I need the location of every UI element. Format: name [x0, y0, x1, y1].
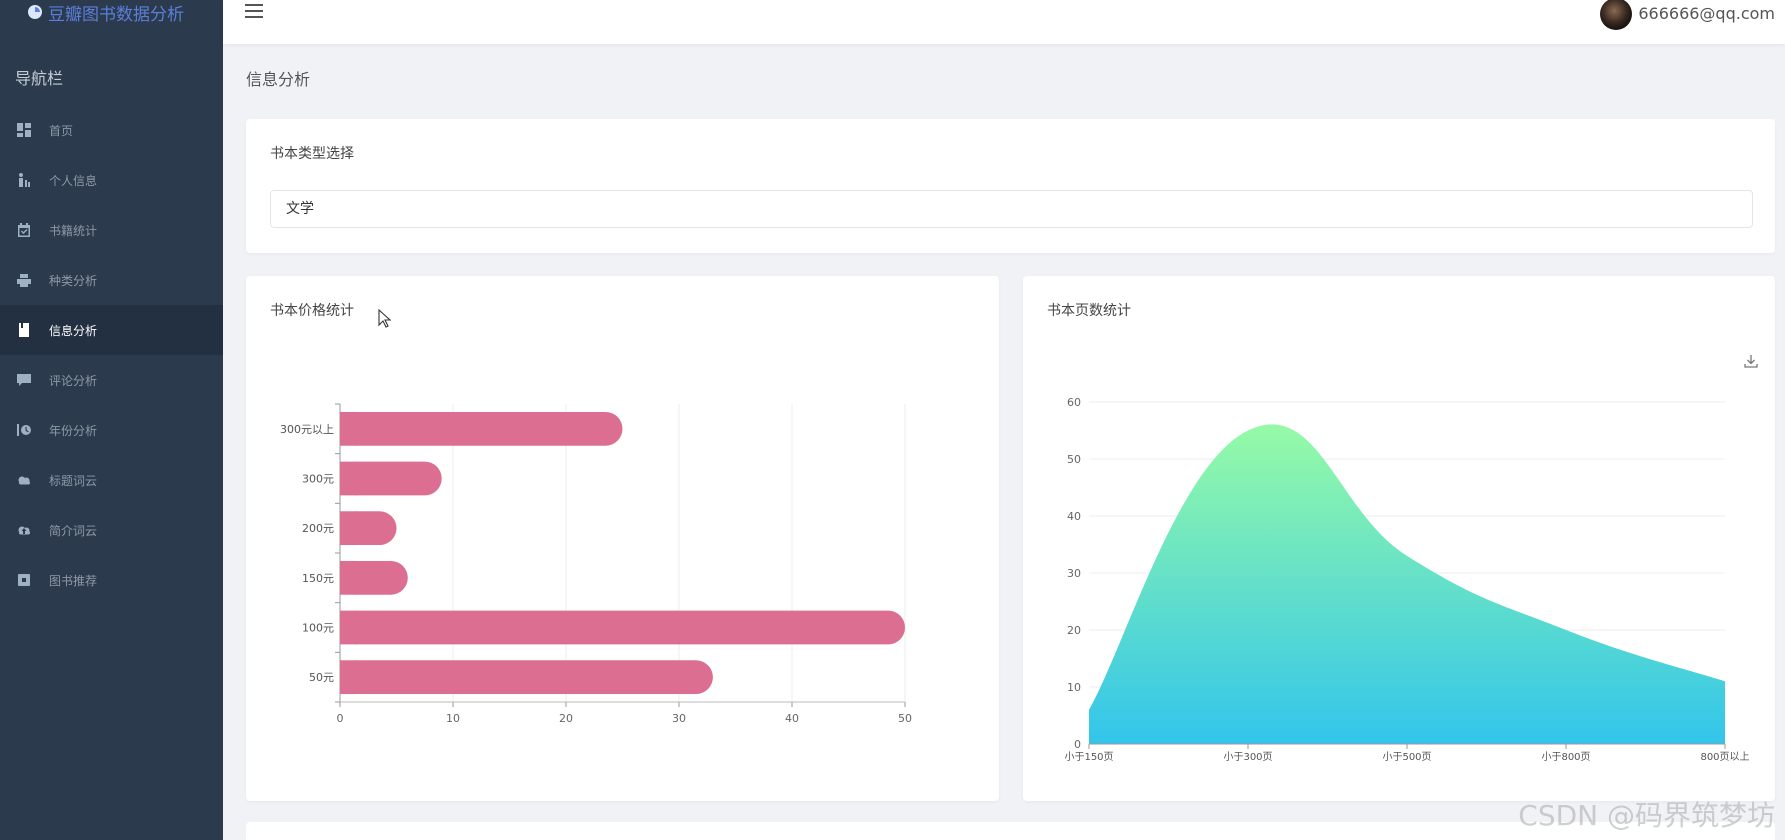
top-header: 666666@qq.com — [223, 0, 1785, 44]
bar-base — [340, 511, 357, 546]
pie-logo-icon — [28, 5, 42, 19]
x-tick-label: 小于300页 — [1223, 751, 1272, 763]
x-tick-label: 10 — [446, 712, 460, 725]
cloud-upload-icon — [17, 523, 31, 537]
history-icon — [17, 423, 31, 437]
download-icon[interactable] — [1743, 353, 1759, 369]
y-tick-label: 200元 — [302, 522, 334, 535]
sidebar-item-label: 个人信息 — [49, 173, 98, 188]
y-tick-label: 150元 — [302, 572, 334, 585]
x-tick-label: 小于150页 — [1064, 751, 1113, 763]
pages-area-chart: 0 10 20 30 40 50 60 小于150页 小于300页 小于500页 小于800页 800… — [1064, 396, 1749, 763]
user-menu[interactable]: 666666@qq.com — [1600, 0, 1775, 30]
y-tick-label: 0 — [1074, 738, 1081, 751]
sidebar-item-label: 标题词云 — [49, 473, 98, 488]
x-tick-label: 小于500页 — [1382, 751, 1431, 763]
y-tick-label: 300元 — [302, 473, 334, 486]
x-tick-label: 小于800页 — [1541, 751, 1590, 763]
brand[interactable]: 豆瓣图书数据分析 — [0, 0, 223, 25]
nav-title: 导航栏 — [15, 69, 64, 88]
bar-base — [340, 560, 357, 595]
sidebar-item-label: 图书推荐 — [49, 573, 98, 588]
card-title: 书本价格统计 — [270, 303, 354, 319]
sidebar-item-home[interactable]: 首页 — [0, 105, 223, 155]
bar — [340, 660, 713, 695]
book-type-select[interactable]: 文学 — [270, 190, 1753, 228]
y-tick-label: 60 — [1067, 396, 1081, 409]
sidebar-item-book-stats[interactable]: 书籍统计 — [0, 205, 223, 255]
user-email[interactable]: 666666@qq.com — [1638, 3, 1775, 23]
sidebar-item-title-cloud[interactable]: 标题词云 — [0, 455, 223, 505]
next-card-edge — [246, 822, 1775, 840]
x-tick-label: 0 — [337, 712, 344, 725]
avatar[interactable] — [1600, 0, 1633, 30]
bar — [340, 560, 408, 595]
area-fill — [1089, 424, 1725, 744]
pages-chart-card: 书本页数统计 0 10 20 30 40 50 60 小于150页 小于300页 小于500页 小于… — [1023, 276, 1775, 801]
sidebar-item-label: 书籍统计 — [49, 223, 98, 238]
y-tick-label: 100元 — [302, 622, 334, 635]
sidebar-item-recommend[interactable]: 图书推荐 — [0, 555, 223, 605]
dashboard-icon — [17, 123, 31, 137]
bar — [340, 610, 905, 645]
comment-icon — [17, 373, 31, 387]
sidebar-item-label: 评论分析 — [49, 373, 98, 388]
y-tick-label: 50元 — [309, 671, 334, 684]
sidebar-item-label: 种类分析 — [49, 273, 98, 288]
y-tick-label: 20 — [1067, 624, 1081, 637]
price-bar-chart: 0 10 20 30 40 50 50元 100元 150元 200元 300元 300元以上 — [280, 403, 912, 725]
cloud-icon — [17, 473, 31, 487]
sidebar-item-label: 信息分析 — [49, 323, 98, 338]
y-tick-label: 40 — [1067, 510, 1081, 523]
x-tick-label: 30 — [672, 712, 686, 725]
menu-toggle-icon[interactable] — [245, 4, 263, 18]
y-tick-label: 10 — [1067, 681, 1081, 694]
calendar-check-icon — [17, 223, 31, 237]
sidebar: 豆瓣图书数据分析 导航栏 首页 个人信息 书籍统计 种类分析 信息分析 评论分析 — [0, 0, 223, 840]
nav-list: 首页 个人信息 书籍统计 种类分析 信息分析 评论分析 年份分析 标题词云 — [0, 105, 223, 605]
sidebar-item-category[interactable]: 种类分析 — [0, 255, 223, 305]
card-title: 书本页数统计 — [1047, 303, 1131, 319]
sidebar-item-profile[interactable]: 个人信息 — [0, 155, 223, 205]
printer-icon — [17, 273, 31, 287]
sidebar-item-info-analysis[interactable]: 信息分析 — [0, 305, 223, 355]
sidebar-item-intro-cloud[interactable]: 简介词云 — [0, 505, 223, 555]
y-tick-label: 300元以上 — [280, 423, 334, 436]
price-chart-card: 书本价格统计 0 10 20 30 40 50 50元 100元 150元 200元 300元 300… — [246, 276, 999, 801]
book-type-card: 书本类型选择 文学 — [246, 119, 1775, 253]
mouse-cursor-icon — [378, 309, 392, 328]
sidebar-item-label: 首页 — [49, 123, 74, 138]
app-title: 豆瓣图书数据分析 — [48, 4, 184, 25]
book-icon — [17, 323, 31, 337]
y-tick-label: 50 — [1067, 453, 1081, 466]
person-icon — [17, 173, 31, 187]
bar-base — [340, 610, 357, 645]
sidebar-item-year[interactable]: 年份分析 — [0, 405, 223, 455]
bar-base — [340, 461, 357, 496]
x-tick-label: 20 — [559, 712, 573, 725]
card-title: 书本类型选择 — [270, 146, 354, 162]
watermark: CSDN @码界筑梦坊 — [1518, 799, 1775, 832]
sidebar-item-label: 简介词云 — [49, 523, 98, 538]
sidebar-item-label: 年份分析 — [49, 423, 98, 438]
y-tick-label: 30 — [1067, 567, 1081, 580]
x-tick-label: 800页以上 — [1700, 751, 1749, 763]
x-tick-label: 50 — [898, 712, 912, 725]
square-icon — [17, 573, 31, 587]
bar — [340, 411, 623, 446]
bar-base — [340, 660, 357, 695]
page-title: 信息分析 — [246, 70, 311, 89]
sidebar-item-comment[interactable]: 评论分析 — [0, 355, 223, 405]
x-tick-label: 40 — [785, 712, 799, 725]
bar-base — [340, 411, 357, 446]
bar — [340, 461, 442, 496]
